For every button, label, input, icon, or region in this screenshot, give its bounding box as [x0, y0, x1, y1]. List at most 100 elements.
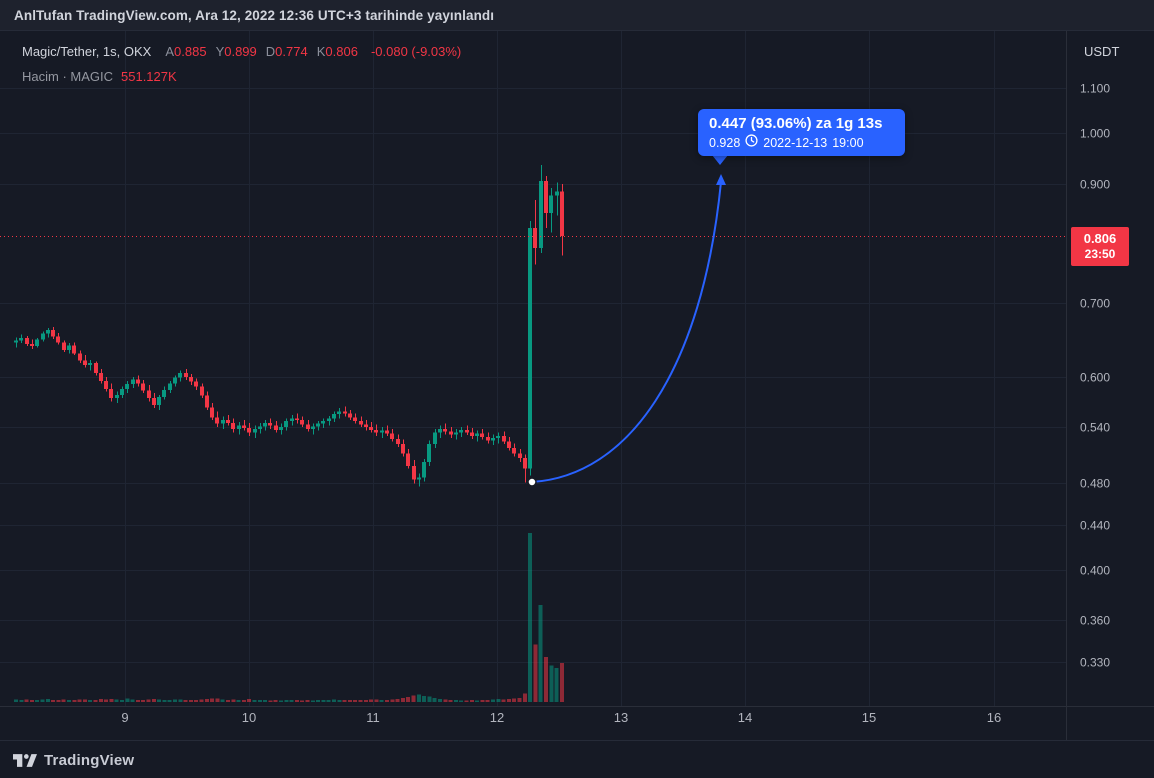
candle-body: [14, 340, 18, 343]
candle-body: [555, 191, 559, 196]
candle-body: [528, 228, 532, 469]
volume-bar: [51, 699, 56, 702]
candle-body: [533, 228, 537, 249]
ohlc-close: K0.806: [316, 44, 358, 59]
candle-body: [412, 465, 416, 480]
measure-curve: [531, 181, 722, 483]
volume-bar: [135, 699, 140, 702]
volume-bar: [104, 699, 109, 702]
symbol-title[interactable]: Magic/Tether, 1s, OKX: [22, 44, 152, 59]
measure-target-time: 19:00: [832, 135, 864, 150]
volume-bar: [512, 698, 517, 702]
price-tick-label: 0.900: [1080, 178, 1110, 192]
candle-body: [162, 389, 166, 398]
candle-body: [157, 397, 161, 405]
volume-bar: [342, 700, 347, 702]
candle-body: [25, 338, 29, 344]
candle-body: [359, 421, 363, 425]
volume-bar: [300, 700, 305, 702]
last-price-badge: 0.806 23:50: [1071, 227, 1129, 266]
price-tick-label: 0.400: [1080, 564, 1110, 578]
candle-body: [337, 411, 341, 415]
candle-body: [491, 437, 495, 441]
volume-bar: [427, 696, 432, 702]
volume-bar: [395, 699, 400, 702]
publish-info-text: AnlTufan TradingView.com, Ara 12, 2022 1…: [14, 7, 495, 23]
volume-bar: [247, 699, 252, 702]
candle-body: [454, 432, 458, 435]
volume-bar: [45, 699, 50, 702]
candle-body: [374, 429, 378, 433]
volume-bar: [72, 699, 77, 702]
measure-start-dot: [527, 477, 537, 487]
candle-body: [247, 428, 251, 433]
volume-bar: [485, 700, 490, 702]
candle-body: [512, 447, 516, 454]
candle-body: [353, 417, 357, 422]
legend-ohlc-row: Magic/Tether, 1s, OKX A0.885 Y0.899 D0.7…: [22, 43, 461, 61]
volume-bar: [178, 699, 183, 702]
candle-body: [200, 386, 204, 396]
volume-bar: [67, 700, 71, 702]
candle-body: [306, 424, 310, 429]
candle-body: [406, 453, 410, 466]
candle-body: [443, 428, 447, 432]
candle-body: [311, 426, 315, 429]
candle-body: [215, 417, 219, 424]
publish-header: AnlTufan TradingView.com, Ara 12, 2022 1…: [0, 0, 1154, 31]
volume-bar: [236, 700, 241, 702]
candle-body: [449, 431, 453, 435]
volume-bar: [522, 693, 527, 702]
candle-body: [279, 427, 283, 430]
price-tick-label: 1.100: [1080, 82, 1110, 96]
volume-bar: [416, 694, 421, 702]
volume-bar: [385, 700, 389, 702]
volume-bar: [257, 700, 262, 702]
tradingview-logo[interactable]: TradingView: [13, 752, 134, 769]
candle-body: [72, 345, 76, 354]
candle-body: [390, 433, 394, 439]
candle-body: [263, 422, 267, 427]
price-tick-label: 0.480: [1080, 477, 1110, 491]
volume-bar: [411, 695, 416, 702]
volume-bar: [448, 700, 453, 702]
candle-body: [518, 453, 522, 459]
time-tick-label: 12: [490, 710, 504, 725]
volume-bar: [263, 700, 268, 702]
candle-body: [475, 433, 479, 437]
volume-bar: [146, 699, 151, 702]
volume-bar: [279, 700, 283, 702]
volume-bar: [220, 699, 225, 702]
volume-bar: [173, 699, 177, 702]
volume-bar: [14, 699, 18, 702]
volume-bar: [374, 699, 379, 702]
volume-bar: [268, 700, 273, 702]
candle-body: [486, 436, 490, 441]
candle-body: [147, 390, 151, 399]
volume-bar: [496, 699, 501, 702]
candle-body: [274, 425, 278, 430]
candle-body: [343, 411, 347, 414]
candle-body: [237, 425, 241, 429]
candle-body: [523, 458, 527, 469]
volume-bar: [284, 700, 289, 702]
candle-body: [210, 407, 214, 418]
candle-body: [369, 427, 373, 430]
change-value: -0.080 (-9.03%): [370, 44, 462, 59]
volume-bar: [517, 697, 522, 702]
volume-bar: [183, 699, 188, 702]
time-tick-label: 14: [738, 710, 752, 725]
volume-bar: [294, 700, 299, 702]
candle-body: [194, 381, 198, 387]
candle-body: [62, 342, 66, 350]
volume-bar: [453, 700, 458, 702]
candle-body: [327, 418, 331, 422]
volume-bar: [353, 700, 358, 702]
candle-body: [88, 362, 92, 366]
candle-body: [152, 398, 156, 405]
candle-body: [560, 191, 564, 237]
volume-bar: [204, 698, 209, 702]
candle-body: [136, 379, 140, 384]
candle-body: [19, 338, 23, 341]
